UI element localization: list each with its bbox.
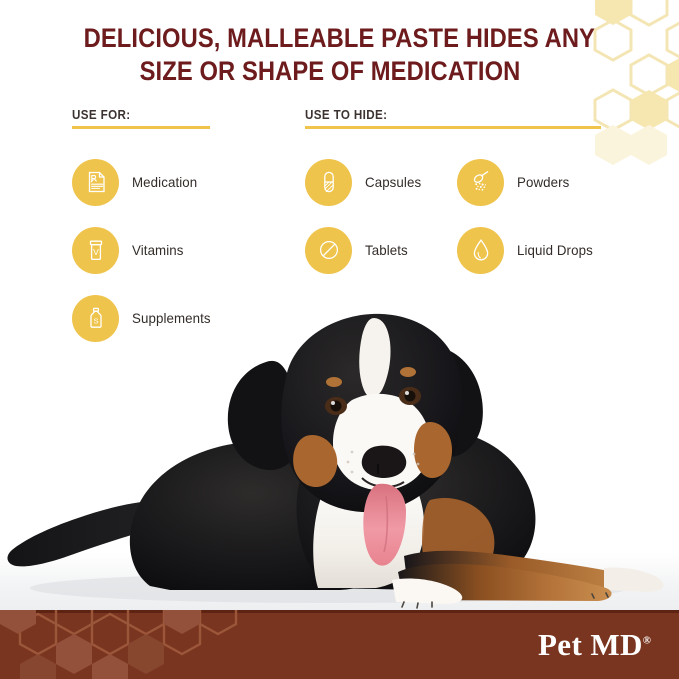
list-item-label: Liquid Drops: [517, 242, 593, 258]
dog-tongue: [363, 483, 406, 566]
dog-brow-dot-right: [400, 367, 416, 377]
page-headline: DELICIOUS, MALLEABLE PASTE HIDES ANY SIZ…: [83, 22, 596, 89]
use-for-underline: [72, 126, 210, 129]
list-item-label: Medication: [132, 174, 198, 190]
tablet-pill-icon: [305, 226, 352, 274]
list-item: S Supplements: [72, 284, 215, 352]
prescription-document-icon: [72, 158, 119, 206]
list-item-label: Tablets: [365, 242, 408, 258]
liquid-droplet-icon: [457, 226, 504, 274]
dog-left-ear: [227, 360, 301, 471]
dog-cheek-tan-left: [293, 434, 338, 488]
capsule-pill-icon: [305, 158, 352, 206]
registered-trademark-icon: ®: [642, 634, 651, 647]
dog-illustration: [7, 313, 664, 609]
svg-text:S: S: [93, 316, 98, 325]
use-for-item-list: Medication V Vitamins: [72, 148, 215, 352]
headline-line-1: DELICIOUS, MALLEABLE PASTE HIDES ANY: [83, 23, 596, 53]
dog-whisker-dots: [346, 450, 420, 474]
brand-logo: Pet MD®: [538, 627, 651, 663]
use-to-hide-column-header: USE TO HIDE:: [305, 108, 605, 129]
honeycomb-pattern-footer: [0, 610, 238, 679]
vitamin-jar-icon: V: [72, 226, 119, 274]
dog-blaze: [359, 318, 391, 398]
powder-spoon-icon: [457, 158, 504, 206]
list-item-row: Tablets Liquid Drops: [305, 216, 597, 284]
dog-far-paw: [604, 567, 664, 592]
list-item-label: Vitamins: [132, 242, 184, 258]
dog-nose: [361, 445, 407, 478]
dog-claws: [401, 592, 609, 609]
dog-cheek-tan-right: [414, 422, 452, 478]
footer-top-edge: [0, 610, 679, 613]
brand-name: Pet MD: [537, 626, 643, 662]
dog-brow-dot-left: [326, 377, 342, 387]
dog-head: [227, 313, 483, 566]
headline-line-2: SIZE OR SHAPE OF MEDICATION: [139, 56, 521, 87]
list-item-label: Capsules: [365, 174, 422, 190]
svg-text:V: V: [93, 247, 99, 257]
use-to-hide-heading: USE TO HIDE:: [305, 108, 388, 122]
dog-eye-left: [325, 397, 347, 415]
list-item-label: Powders: [517, 174, 570, 190]
use-to-hide-item-list: Capsules: [305, 148, 597, 284]
dog-near-paw: [392, 578, 463, 604]
use-for-column-header: USE FOR:: [72, 108, 282, 129]
dog-eye-right: [399, 387, 421, 405]
list-item: V Vitamins: [72, 216, 215, 284]
use-for-heading: USE FOR:: [72, 108, 131, 122]
dog-muzzle: [332, 393, 431, 491]
use-to-hide-underline: [305, 126, 601, 129]
brand-footer: Pet MD®: [0, 610, 679, 679]
list-item-label: Supplements: [132, 310, 211, 326]
dog-photo: [0, 250, 679, 612]
supplement-bottle-icon: S: [72, 294, 119, 342]
list-item: Medication: [72, 148, 215, 216]
list-item-row: Capsules: [305, 148, 597, 216]
